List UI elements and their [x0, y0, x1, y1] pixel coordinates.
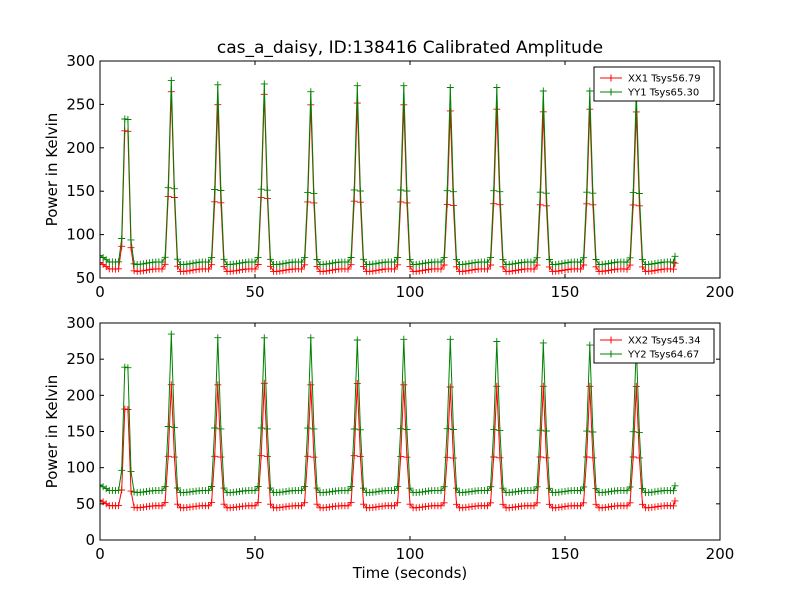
svg-text:100: 100: [66, 226, 95, 244]
svg-text:50: 50: [245, 545, 264, 563]
x-tick-bottom-200: 200: [706, 323, 735, 563]
y-axis-label-top: Power in Kelvin: [43, 113, 61, 227]
y-tick-top-100: 100: [66, 226, 720, 244]
svg-text:200: 200: [66, 386, 95, 404]
x-tick-bottom-50: 50: [245, 323, 265, 563]
x-tick-top-200: 200: [706, 61, 735, 301]
svg-text:300: 300: [66, 314, 95, 332]
y-tick-bottom-300: 300: [66, 314, 720, 332]
svg-text:250: 250: [66, 350, 95, 368]
x-tick-bottom-0: 0: [95, 323, 105, 563]
svg-text:100: 100: [66, 459, 95, 477]
y-tick-top-300: 300: [66, 52, 720, 70]
x-tick-top-150: 150: [551, 61, 580, 301]
svg-text:XX2 Tsys45.34: XX2 Tsys45.34: [628, 336, 701, 347]
series-top-0: [100, 88, 679, 275]
y-tick-top-150: 150: [66, 182, 720, 200]
svg-text:200: 200: [706, 283, 735, 301]
x-tick-top-50: 50: [245, 61, 265, 301]
svg-text:150: 150: [551, 545, 580, 563]
y-tick-bottom-150: 150: [66, 423, 720, 441]
svg-text:XX1 Tsys56.79: XX1 Tsys56.79: [628, 74, 701, 85]
y-tick-bottom-0: 0: [85, 531, 720, 549]
series-bottom-0: [100, 379, 679, 512]
svg-text:50: 50: [76, 495, 95, 513]
x-tick-bottom-100: 100: [396, 323, 425, 563]
svg-text:300: 300: [66, 52, 95, 70]
svg-text:0: 0: [85, 531, 95, 549]
legend-bottom: XX2 Tsys45.34 YY2 Tsys64.67: [593, 328, 715, 364]
x-axis-label: Time (seconds): [352, 564, 468, 582]
x-tick-top-100: 100: [396, 61, 425, 301]
y-axis-label-bottom: Power in Kelvin: [43, 375, 61, 489]
svg-text:0: 0: [95, 545, 105, 563]
series-bottom-1: [100, 330, 679, 497]
series-top-1: [100, 76, 679, 268]
y-tick-bottom-250: 250: [66, 350, 720, 368]
y-tick-bottom-200: 200: [66, 386, 720, 404]
legend-entry-bottom-1: YY2 Tsys64.67: [600, 350, 699, 361]
svg-text:150: 150: [551, 283, 580, 301]
legend-entry-bottom-0: XX2 Tsys45.34: [600, 336, 701, 347]
svg-text:200: 200: [66, 139, 95, 157]
y-tick-top-250: 250: [66, 95, 720, 113]
legend-entry-top-0: XX1 Tsys56.79: [600, 74, 701, 85]
figure-title: cas_a_daisy, ID:138416 Calibrated Amplit…: [217, 38, 603, 58]
svg-text:150: 150: [66, 182, 95, 200]
svg-text:YY1 Tsys65.30: YY1 Tsys65.30: [627, 88, 699, 99]
svg-text:150: 150: [66, 423, 95, 441]
svg-text:100: 100: [396, 283, 425, 301]
y-tick-top-50: 50: [76, 269, 720, 287]
svg-text:250: 250: [66, 95, 95, 113]
y-tick-bottom-100: 100: [66, 459, 720, 477]
svg-text:200: 200: [706, 545, 735, 563]
bottom-plot: 0 50 100 150 200 0 50 100 150 200 250 300 Power in K…: [43, 314, 734, 563]
svg-text:100: 100: [396, 545, 425, 563]
x-tick-bottom-150: 150: [551, 323, 580, 563]
x-tick-top-0: 0: [95, 61, 105, 301]
legend-entry-top-1: YY1 Tsys65.30: [600, 88, 699, 99]
svg-text:50: 50: [76, 269, 95, 287]
legend-top: XX1 Tsys56.79 YY1 Tsys65.30: [593, 66, 715, 102]
svg-text:YY2 Tsys64.67: YY2 Tsys64.67: [627, 350, 699, 361]
y-tick-top-200: 200: [66, 139, 720, 157]
y-tick-bottom-50: 50: [76, 495, 720, 513]
svg-text:0: 0: [95, 283, 105, 301]
svg-text:50: 50: [245, 283, 264, 301]
